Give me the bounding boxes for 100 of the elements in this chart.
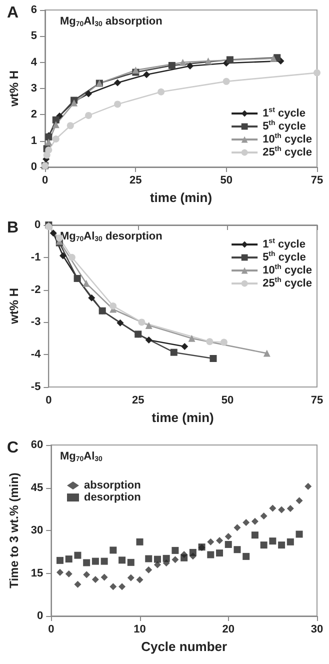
point [263, 350, 270, 357]
point [100, 574, 108, 581]
point [143, 71, 150, 78]
point [220, 338, 228, 346]
y-tick-label: -2 [30, 284, 41, 296]
point [226, 56, 234, 64]
point [172, 556, 179, 564]
point [110, 583, 117, 590]
point [145, 336, 152, 344]
point [186, 62, 194, 70]
point [234, 546, 241, 554]
point [179, 58, 186, 66]
y-tick-label: -5 [30, 381, 41, 393]
y-tick-label: 5 [30, 30, 38, 42]
y-tick-label: 6 [30, 4, 38, 16]
point [127, 574, 134, 582]
point [56, 556, 64, 564]
point [118, 556, 126, 564]
chart-title: A [7, 4, 19, 22]
point [145, 322, 152, 329]
x-tick-label: 50 [221, 394, 234, 406]
point [188, 334, 196, 342]
point [242, 519, 250, 526]
point [286, 505, 294, 512]
point [162, 554, 170, 562]
x-tick-label: 25 [132, 394, 144, 406]
y-axis-title: wt% H [7, 70, 21, 108]
point [88, 294, 96, 302]
point [206, 338, 214, 346]
point [224, 540, 232, 548]
point [172, 546, 179, 554]
point [207, 538, 214, 546]
y-tick-label: -1 [30, 251, 41, 264]
point [269, 538, 276, 545]
chart-title: C [7, 440, 19, 456]
y-axis-title: wt% H [7, 288, 21, 325]
x-axis-title: Cycle number [141, 638, 228, 654]
point [260, 542, 268, 549]
x-axis-title: time (min) [152, 410, 214, 425]
point [127, 558, 134, 566]
legend-label: desorption [84, 492, 142, 504]
point [204, 58, 212, 65]
point [52, 116, 60, 124]
point [180, 554, 188, 562]
point [52, 121, 60, 128]
point [45, 138, 52, 146]
y-tick-label: 2 [30, 108, 38, 121]
y-tick-label: 45 [30, 482, 44, 494]
y-tick-label: 1 [30, 134, 38, 147]
y-tick-label: 15 [30, 567, 44, 580]
point [260, 512, 268, 520]
point [136, 576, 144, 584]
point [216, 550, 224, 557]
point [74, 552, 82, 559]
point [145, 555, 152, 562]
point [65, 570, 72, 578]
point [296, 530, 303, 538]
y-tick-label: -4 [30, 348, 42, 361]
point [116, 319, 124, 326]
point [286, 538, 294, 546]
point [85, 90, 92, 98]
point [100, 558, 108, 565]
point [278, 542, 286, 549]
legend-label: absorption [84, 480, 142, 492]
x-tick-label: 0 [48, 624, 54, 636]
point [59, 252, 66, 260]
point [92, 576, 99, 584]
point [158, 88, 165, 96]
point [222, 78, 230, 85]
x-tick-label: 20 [222, 624, 235, 636]
point [74, 580, 82, 588]
point [82, 280, 90, 287]
point [216, 536, 224, 544]
point [66, 122, 74, 130]
y-tick-label: 0 [30, 161, 38, 173]
point [114, 79, 122, 86]
point [181, 343, 188, 350]
y-tick-label: 0 [37, 610, 44, 622]
y-tick-label: 3 [30, 82, 38, 94]
x-tick-label: 25 [130, 174, 142, 186]
point [138, 318, 146, 326]
point [269, 504, 276, 512]
point [56, 568, 64, 576]
point [296, 497, 303, 504]
point [278, 506, 286, 514]
point [207, 551, 214, 558]
point [110, 546, 117, 554]
x-tick-label: 75 [310, 174, 324, 186]
point [52, 136, 60, 142]
y-tick-label: -3 [30, 316, 41, 328]
point [83, 571, 90, 578]
point [65, 556, 72, 562]
x-tick-label: 50 [220, 174, 232, 186]
point [210, 354, 217, 362]
y-tick-label: 60 [30, 439, 44, 451]
point [145, 566, 152, 574]
x-tick-label: 10 [134, 624, 146, 636]
point [189, 548, 196, 556]
x-tick-label: 0 [46, 394, 52, 406]
point [118, 583, 126, 590]
